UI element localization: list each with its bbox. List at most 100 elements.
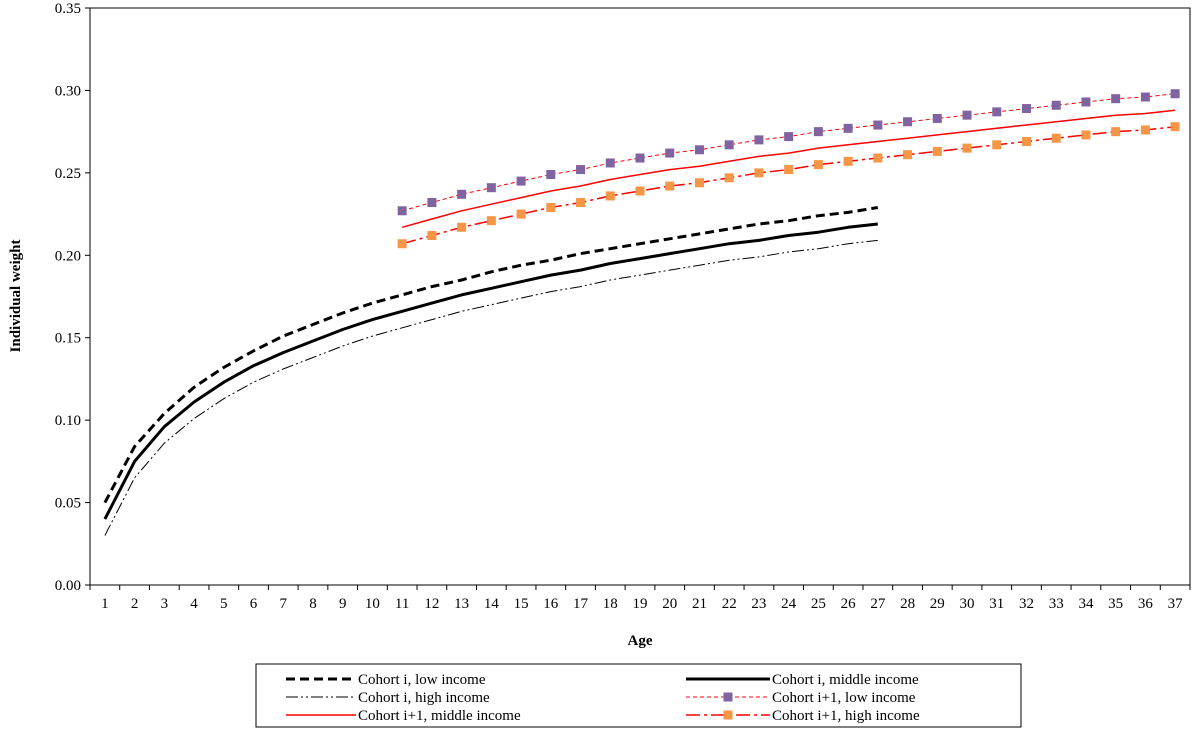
x-tick-label: 2 [131,596,139,612]
series-5 [401,109,1176,229]
data-point-marker [1170,122,1180,132]
data-point-marker [1111,127,1121,137]
x-tick-label: 13 [454,596,469,612]
data-point-marker [397,239,407,249]
y-tick-label: 0.00 [55,578,81,594]
data-point-marker [1140,125,1150,135]
x-tick-label: 31 [989,596,1004,612]
x-tick-label: 3 [161,596,169,612]
x-tick-label: 36 [1138,596,1154,612]
legend-marker [723,710,733,720]
y-tick-label: 0.35 [55,1,81,17]
x-tick-label: 9 [339,596,347,612]
legend-marker [723,692,733,702]
y-tick-label: 0.10 [55,413,81,429]
data-point-marker [576,198,586,208]
data-point-marker [813,160,823,170]
legend-item: Cohort i+1, low income [686,690,916,706]
data-point-marker [754,135,764,145]
data-point-marker [1051,100,1061,110]
x-tick-label: 7 [279,596,287,612]
series-6 [397,122,1180,249]
x-tick-label: 25 [811,596,826,612]
data-point-marker [1111,94,1121,104]
data-point-marker [932,113,942,123]
x-tick-label: 24 [781,596,797,612]
data-point-marker [873,120,883,130]
x-tick-label: 14 [484,596,500,612]
legend-box [255,663,1022,728]
data-point-marker [546,202,556,212]
x-tick-label: 10 [365,596,380,612]
data-point-marker [457,189,467,199]
x-tick-label: 20 [662,596,677,612]
data-point-marker [724,140,734,150]
series-2 [103,222,878,520]
data-point-marker [873,153,883,163]
legend-label: Cohort i+1, middle income [358,708,521,724]
data-point-marker [397,206,407,216]
data-point-marker [843,156,853,166]
data-point-marker [903,117,913,127]
chart-axes [89,7,1191,586]
data-point-marker [962,143,972,153]
legend-label: Cohort i+1, high income [772,708,920,724]
legend-item: Cohort i+1, high income [686,708,920,724]
x-tick-label: 11 [395,596,409,612]
legend-item: Cohort i, low income [286,672,486,688]
series-line [402,93,1176,212]
y-tick-label: 0.20 [55,248,81,264]
series-1 [103,206,879,504]
x-tick-label: 33 [1049,596,1064,612]
x-tick-label: 15 [514,596,529,612]
x-tick-label: 27 [870,596,886,612]
legend-item: Cohort i, middle income [686,672,919,688]
legend-item: Cohort i+1, middle income [286,708,521,724]
chart-series [103,89,1180,536]
data-point-marker [843,123,853,133]
x-tick-label: 37 [1168,596,1184,612]
x-tick-label: 21 [692,596,707,612]
legend-label: Cohort i, low income [358,672,486,688]
x-tick-label: 22 [722,596,737,612]
x-axis-title: Age [628,633,653,649]
data-point-marker [605,191,615,201]
legend-item: Cohort i, high income [286,690,490,706]
legend-label: Cohort i+1, low income [772,690,916,706]
data-point-marker [665,148,675,158]
data-point-marker [605,158,615,168]
data-point-marker [546,170,556,180]
data-point-marker [457,222,467,232]
x-tick-label: 4 [190,596,198,612]
data-point-marker [784,165,794,175]
x-tick-label: 26 [841,596,857,612]
data-point-marker [694,178,704,188]
plot-area-border [89,7,1191,586]
y-tick-label: 0.05 [55,496,81,512]
data-point-marker [992,140,1002,150]
data-point-marker [962,110,972,120]
y-tick-label: 0.25 [55,166,81,182]
x-tick-label: 17 [573,596,589,612]
x-axis-ticks: 1 2 3 4 5 6 7 8 9 10 11 12 13 14 15 16 17 18 19 20 21 22 23 24 2… [89,585,1191,612]
x-tick-label: 35 [1108,596,1123,612]
data-point-marker [516,209,526,219]
series-line [104,239,878,536]
data-point-marker [486,216,496,226]
x-tick-label: 29 [930,596,945,612]
data-point-marker [635,153,645,163]
data-point-marker [754,168,764,178]
series-line [401,109,1176,229]
y-tick-label: 0.15 [55,331,81,347]
data-point-marker [1021,104,1031,114]
x-tick-label: 16 [543,596,559,612]
x-tick-label: 28 [900,596,915,612]
x-tick-label: 8 [309,596,317,612]
data-point-marker [1021,137,1031,147]
legend-label: Cohort i, high income [358,690,490,706]
x-tick-label: 5 [220,596,228,612]
x-tick-label: 1 [101,596,109,612]
data-point-marker [635,186,645,196]
data-point-marker [486,183,496,193]
